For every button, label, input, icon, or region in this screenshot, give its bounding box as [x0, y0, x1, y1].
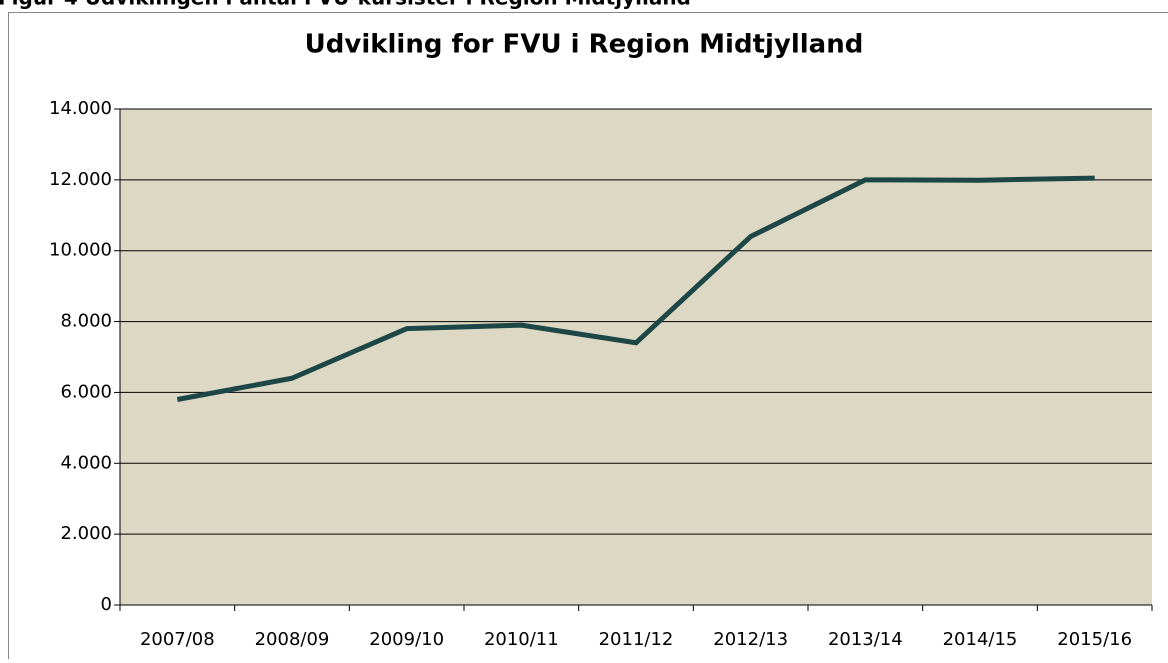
- y-tick-label: 14.000: [49, 98, 112, 119]
- y-tick-label: 10.000: [49, 240, 112, 261]
- plot-area: [120, 109, 1152, 605]
- x-tick-label: 2010/11: [484, 629, 559, 650]
- y-tick-label: 8.000: [60, 311, 112, 332]
- x-tick-label: 2011/12: [599, 629, 674, 650]
- x-tick-label: 2014/15: [943, 629, 1018, 650]
- figure-caption: Figur 4 Udviklingen i antal FVU-kursiste…: [0, 0, 691, 10]
- chart-title: Udvikling for FVU i Region Midtjylland: [305, 30, 864, 60]
- x-tick-label: 2008/09: [255, 629, 330, 650]
- x-tick-label: 2013/14: [828, 629, 903, 650]
- y-tick-label: 2.000: [60, 523, 112, 544]
- x-tick-label: 2012/13: [713, 629, 788, 650]
- x-tick-label: 2009/10: [369, 629, 444, 650]
- y-tick-label: 0: [101, 594, 112, 615]
- y-tick-label: 6.000: [60, 381, 112, 402]
- x-tick-label: 2015/16: [1057, 629, 1132, 650]
- y-tick-label: 12.000: [49, 169, 112, 190]
- x-tick-label: 2007/08: [140, 629, 215, 650]
- y-tick-label: 4.000: [60, 452, 112, 473]
